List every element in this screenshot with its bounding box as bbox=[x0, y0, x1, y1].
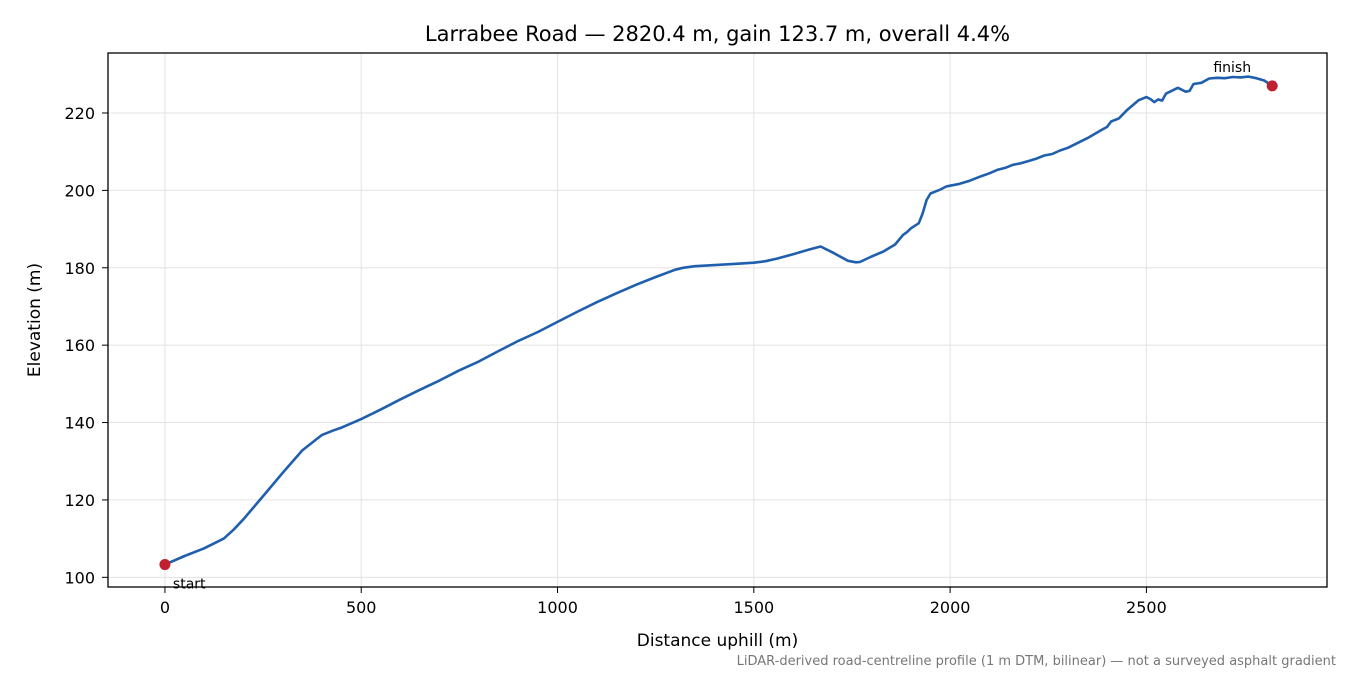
footnote: LiDAR-derived road-centreline profile (1… bbox=[737, 654, 1336, 669]
y-tick-label: 180 bbox=[64, 259, 95, 278]
x-tick-label: 1500 bbox=[733, 598, 774, 617]
x-tick-label: 0 bbox=[160, 598, 170, 617]
annotation-start: start bbox=[173, 577, 206, 593]
annotation-finish: finish bbox=[1213, 60, 1251, 76]
y-tick-label: 220 bbox=[64, 104, 95, 123]
y-tick-label: 200 bbox=[64, 181, 95, 200]
y-tick-label: 100 bbox=[64, 568, 95, 587]
y-tick-label: 120 bbox=[64, 491, 95, 510]
y-tick-label: 140 bbox=[64, 414, 95, 433]
y-axis-label: Elevation (m) bbox=[25, 263, 45, 377]
elevation-profile-line bbox=[163, 75, 1274, 566]
chart-title: Larrabee Road — 2820.4 m, gain 123.7 m, … bbox=[425, 22, 1010, 46]
x-axis-label: Distance uphill (m) bbox=[637, 631, 798, 651]
y-tick-label: 160 bbox=[64, 336, 95, 355]
x-tick-label: 500 bbox=[346, 598, 377, 617]
plot-area: start finish bbox=[159, 60, 1278, 593]
x-tick-label: 2000 bbox=[930, 598, 971, 617]
x-tick-label: 2500 bbox=[1126, 598, 1167, 617]
x-tick-label: 1000 bbox=[537, 598, 578, 617]
marker-finish bbox=[1266, 80, 1278, 92]
marker-start bbox=[159, 559, 171, 571]
axis-ticks: 0 500 1000 1500 2000 2500 100 120 140 160 180 200 22… bbox=[64, 104, 1166, 617]
plot-frame bbox=[107, 52, 1328, 588]
